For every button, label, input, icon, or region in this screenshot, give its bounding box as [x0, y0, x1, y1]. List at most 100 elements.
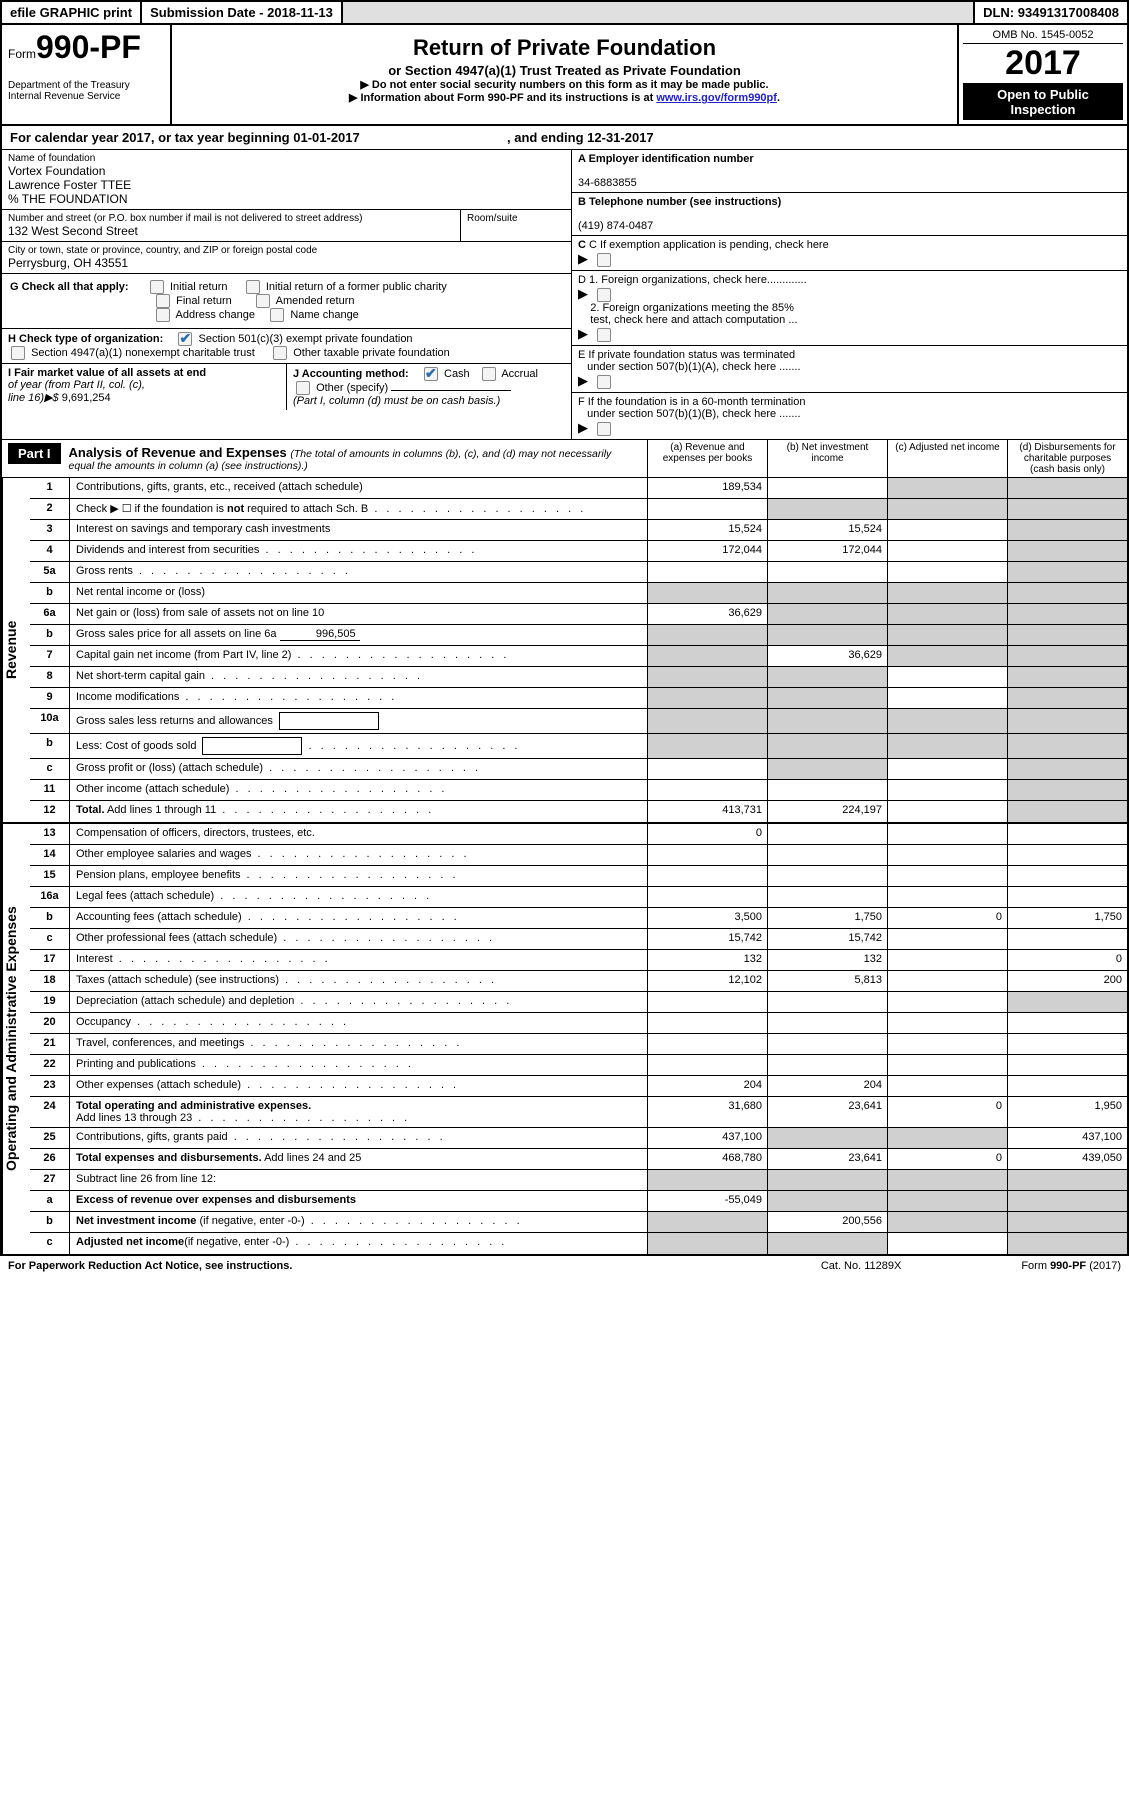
- line-number: a: [30, 1191, 70, 1211]
- line-number: 6a: [30, 604, 70, 624]
- table-row: 11Other income (attach schedule): [30, 780, 1127, 801]
- amt-col-c: [887, 971, 1007, 991]
- amt-col-b: [767, 478, 887, 498]
- amt-col-c: [887, 824, 1007, 844]
- checkbox-name-change[interactable]: [270, 308, 284, 322]
- line-desc: Net gain or (loss) from sale of assets n…: [70, 604, 647, 624]
- checkbox-initial-former[interactable]: [246, 280, 260, 294]
- efile-label[interactable]: efile GRAPHIC print: [2, 2, 142, 23]
- line-number: b: [30, 625, 70, 645]
- amt-col-a: [647, 759, 767, 779]
- table-row: 19Depreciation (attach schedule) and dep…: [30, 992, 1127, 1013]
- amt-col-d: [1007, 759, 1127, 779]
- section-ij: I Fair market value of all assets at end…: [2, 364, 571, 410]
- instructions-link[interactable]: www.irs.gov/form990pf: [656, 92, 777, 104]
- amt-col-d: [1007, 1055, 1127, 1075]
- amt-col-c: [887, 734, 1007, 758]
- checkbox-other-taxable[interactable]: [273, 346, 287, 360]
- amt-col-b: [767, 1013, 887, 1033]
- checkbox-initial-return[interactable]: [150, 280, 164, 294]
- amt-col-d: [1007, 499, 1127, 519]
- amt-col-b: [767, 667, 887, 687]
- amt-col-d: [1007, 734, 1127, 758]
- amt-col-c: [887, 780, 1007, 800]
- line-desc: Pension plans, employee benefits: [70, 866, 647, 886]
- table-row: 4Dividends and interest from securities1…: [30, 541, 1127, 562]
- line-number: 4: [30, 541, 70, 561]
- amt-col-c: [887, 499, 1007, 519]
- amt-col-d: [1007, 824, 1127, 844]
- line-number: 8: [30, 667, 70, 687]
- amt-col-a: [647, 562, 767, 582]
- amt-col-b: [767, 688, 887, 708]
- line-number: b: [30, 908, 70, 928]
- line-desc: Subtract line 26 from line 12:: [70, 1170, 647, 1190]
- amt-col-a: [647, 1034, 767, 1054]
- omb-number: OMB No. 1545-0052: [963, 29, 1123, 44]
- table-row: 15Pension plans, employee benefits: [30, 866, 1127, 887]
- col-c-header: (c) Adjusted net income: [887, 440, 1007, 477]
- table-row: 16aLegal fees (attach schedule): [30, 887, 1127, 908]
- amt-col-c: [887, 950, 1007, 970]
- amt-col-a: [647, 887, 767, 907]
- line-desc: Other professional fees (attach schedule…: [70, 929, 647, 949]
- table-row: 10aGross sales less returns and allowanc…: [30, 709, 1127, 734]
- checkbox-d1[interactable]: [597, 288, 611, 302]
- line-desc: Excess of revenue over expenses and disb…: [70, 1191, 647, 1211]
- line-number: 16a: [30, 887, 70, 907]
- line-desc: Travel, conferences, and meetings: [70, 1034, 647, 1054]
- checkbox-accrual[interactable]: [482, 367, 496, 381]
- checkbox-address-change[interactable]: [156, 308, 170, 322]
- line-number: 17: [30, 950, 70, 970]
- table-row: 7Capital gain net income (from Part IV, …: [30, 646, 1127, 667]
- amt-col-b: [767, 759, 887, 779]
- amt-col-c: [887, 929, 1007, 949]
- amt-col-d: [1007, 1076, 1127, 1096]
- line-desc: Gross rents: [70, 562, 647, 582]
- checkbox-final-return[interactable]: [156, 294, 170, 308]
- checkbox-cash[interactable]: [424, 367, 438, 381]
- top-bar: efile GRAPHIC print Submission Date - 20…: [0, 0, 1129, 25]
- line-desc: Taxes (attach schedule) (see instruction…: [70, 971, 647, 991]
- line-number: c: [30, 759, 70, 779]
- entity-info-block: Name of foundation Vortex Foundation Law…: [0, 150, 1129, 440]
- amt-col-c: [887, 1233, 1007, 1254]
- form-number: Form990-PF: [8, 29, 164, 66]
- checkbox-amended[interactable]: [256, 294, 270, 308]
- checkbox-501c3[interactable]: [178, 332, 192, 346]
- amt-col-a: [647, 583, 767, 603]
- amt-col-a: 15,524: [647, 520, 767, 540]
- amt-col-c: [887, 992, 1007, 1012]
- amt-col-b: [767, 583, 887, 603]
- amt-col-a: [647, 992, 767, 1012]
- line-desc: Net short-term capital gain: [70, 667, 647, 687]
- amt-col-a: [647, 1212, 767, 1232]
- amt-col-b: 5,813: [767, 971, 887, 991]
- line-number: b: [30, 583, 70, 603]
- checkbox-f[interactable]: [597, 422, 611, 436]
- amt-col-d: [1007, 1034, 1127, 1054]
- line-number: 19: [30, 992, 70, 1012]
- checkbox-other-method[interactable]: [296, 381, 310, 395]
- amt-col-b: [767, 1034, 887, 1054]
- section-e: E If private foundation status was termi…: [572, 346, 1127, 393]
- amt-col-d: [1007, 667, 1127, 687]
- amt-col-c: [887, 1076, 1007, 1096]
- checkbox-4947a1[interactable]: [11, 346, 25, 360]
- form-header: Form990-PF Department of the Treasury In…: [0, 25, 1129, 126]
- line-number: 23: [30, 1076, 70, 1096]
- line-desc: Net rental income or (loss): [70, 583, 647, 603]
- amt-col-a: [647, 646, 767, 666]
- line-desc: Interest: [70, 950, 647, 970]
- checkbox-e[interactable]: [597, 375, 611, 389]
- checkbox-exemption-pending[interactable]: [597, 253, 611, 267]
- amt-col-d: [1007, 845, 1127, 865]
- amt-col-a: 172,044: [647, 541, 767, 561]
- checkbox-d2[interactable]: [597, 328, 611, 342]
- table-row: 12Total. Add lines 1 through 11413,73122…: [30, 801, 1127, 822]
- amt-col-c: [887, 1013, 1007, 1033]
- amt-col-b: 15,524: [767, 520, 887, 540]
- line-desc: Other employee salaries and wages: [70, 845, 647, 865]
- open-to-public: Open to PublicInspection: [963, 84, 1123, 120]
- table-row: 22Printing and publications: [30, 1055, 1127, 1076]
